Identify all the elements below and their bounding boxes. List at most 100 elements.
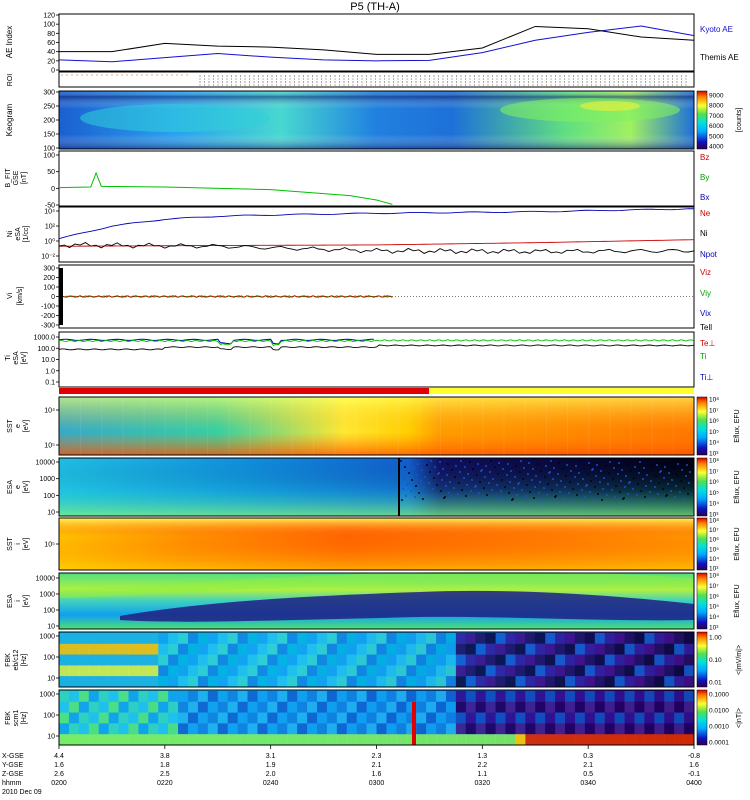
fbk-e-cell [128, 665, 139, 677]
fbk-b-cell [227, 734, 239, 745]
roi-marker [469, 81, 471, 83]
fbk-e-cell [416, 654, 427, 666]
roi-label: ROI [7, 74, 14, 87]
roi-marker [383, 75, 386, 77]
roi-marker [653, 84, 656, 86]
velocity-ylabel-2: [km/s] [17, 287, 24, 306]
roi-marker [626, 81, 629, 83]
fbk-e-cell [227, 633, 239, 644]
fbk-e-cell [297, 665, 308, 677]
fbk-e-cell [624, 643, 635, 655]
sst-i-panel: SST i [eV] 10⁵ [7, 517, 695, 571]
esa-e-speckle [491, 489, 493, 491]
time-axis-z-value: 1.1 [477, 771, 487, 778]
fbk-b-cell [594, 701, 606, 713]
roi-marker [622, 78, 624, 80]
fbk-b-cell [326, 734, 338, 745]
esa-e-speckle [434, 466, 436, 468]
fbk-e-cell [515, 643, 526, 655]
fbk-b-cell [386, 701, 397, 713]
roi-marker [491, 78, 494, 80]
ae-ylabel: AE Index [5, 26, 14, 58]
fbk-b-cell [565, 723, 576, 735]
fbk-b-cell [416, 723, 427, 735]
fbk-e-ytick-label: 10 [47, 676, 55, 683]
sst-e-bin-edge [609, 397, 611, 455]
legend-bx: Bx [700, 193, 709, 202]
fbk-b-cell [684, 723, 695, 735]
fbk-b-cell [386, 723, 397, 735]
fbk-b-cell [614, 701, 626, 713]
roi-marker [383, 84, 386, 86]
fbk-b-cell [465, 701, 477, 713]
roi-marker [406, 78, 408, 80]
time-axis-z-value: 1.6 [372, 771, 382, 778]
fbk-e-cell [465, 676, 477, 687]
fbk-e-cell [574, 654, 586, 666]
fbk-e-cell [376, 676, 387, 687]
roi-marker [599, 75, 602, 77]
roi-marker [334, 75, 336, 77]
fbk-b-cell [227, 701, 239, 713]
fbk-b-cell [376, 734, 387, 745]
time-axis-y-value: 1.8 [160, 762, 170, 769]
roi-marker [662, 75, 665, 77]
roi-marker [208, 78, 210, 80]
esa-e-speckle [495, 495, 497, 497]
roi-marker [347, 78, 350, 80]
legend-ti: Ti [700, 352, 707, 361]
fbk-b-cell [178, 701, 189, 713]
fbk-e-cbar-tick-label: 0.10 [709, 657, 722, 664]
roi-marker [271, 81, 273, 83]
roi-marker [415, 84, 417, 86]
roi-panel: ROI [7, 71, 695, 88]
fbk-e-cell [307, 633, 318, 644]
fbk-b-cell [128, 723, 139, 735]
roi-marker [199, 78, 201, 80]
roi-marker [379, 78, 381, 80]
sst-i-ylabel-3: [eV] [23, 538, 30, 551]
fbk-b-cell [604, 691, 616, 702]
eflux-label-2: Eflux, EFU [734, 470, 741, 503]
keogram-ytick-label: 200 [43, 118, 55, 125]
esa-e-speckle [611, 489, 613, 491]
fbk-b-cell [386, 734, 397, 745]
fbk-b-cell [594, 734, 606, 745]
fbk-e-cell [465, 633, 477, 644]
esa-e-speckle [470, 490, 472, 492]
roi-marker [275, 81, 278, 83]
esa-e-speckle [544, 476, 546, 478]
roi-marker [221, 78, 224, 80]
fbk-b-cell [237, 734, 249, 745]
fbk-b-cell [366, 723, 377, 735]
roi-marker [121, 74, 123, 76]
fbk-b-cell [336, 712, 348, 724]
esa-e-speckle [584, 496, 586, 498]
fbk-b-cell [247, 723, 258, 735]
fbk-e-cell [455, 676, 467, 687]
fbk-e-cell [495, 676, 506, 687]
keogram-cbar-tick-label: 9000 [709, 93, 724, 100]
roi-marker [141, 74, 143, 76]
roi-marker [271, 84, 273, 86]
roi-marker [415, 75, 417, 77]
esa-e-speckle [673, 467, 675, 469]
roi-marker [302, 81, 305, 83]
sst-e-ylabel-2: e [15, 424, 22, 428]
fbk-b-cell [436, 734, 447, 745]
roi-marker [361, 78, 363, 80]
roi-marker [203, 78, 206, 80]
fbk-b-cell [644, 712, 655, 724]
eflux-cbar-tick-label: 10⁸ [709, 518, 719, 525]
fbk-e-cell [386, 665, 397, 677]
fbk-e-cell [495, 665, 506, 677]
sst-e-bin-edge [440, 397, 441, 455]
eflux-cbar-tick-label: 10⁷ [709, 583, 719, 590]
temperature-series [58, 338, 695, 351]
roi-marker [685, 75, 687, 77]
fbk-b-cell [654, 701, 665, 713]
esa-e-speckle [631, 499, 633, 501]
